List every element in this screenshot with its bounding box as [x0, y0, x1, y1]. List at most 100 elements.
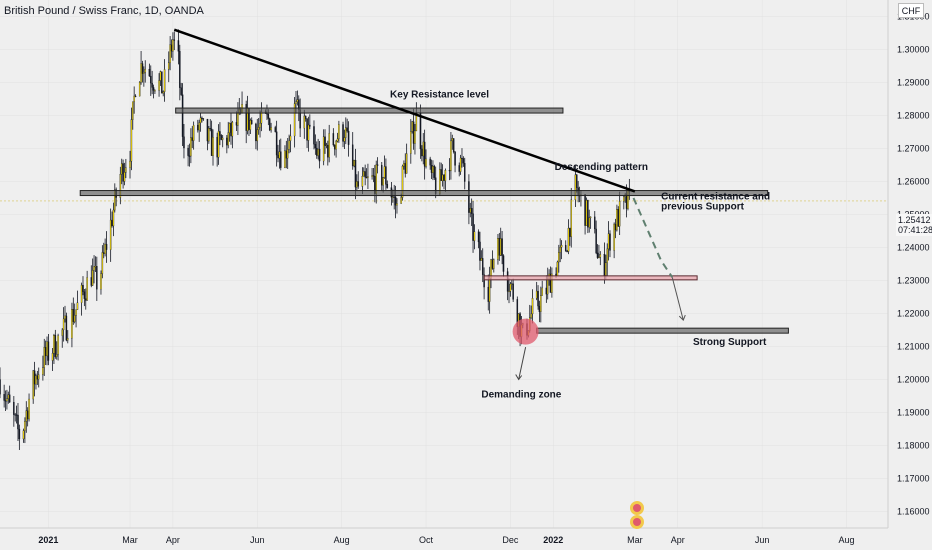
candle-body — [169, 44, 171, 63]
candle-body — [479, 241, 481, 261]
y-tick-label: 1.22000 — [897, 309, 930, 319]
y-tick-label: 1.20000 — [897, 375, 930, 385]
candle-body — [430, 165, 433, 173]
annotation-label: Key Resistance level — [390, 89, 489, 100]
current-resistance-box — [79, 190, 769, 197]
candle-body — [322, 136, 325, 162]
strong-support-box — [536, 327, 789, 334]
candle-body — [93, 266, 95, 271]
candle-body — [73, 315, 76, 322]
candle-body — [414, 130, 416, 144]
candle-body — [540, 295, 542, 312]
candle-body — [255, 123, 257, 142]
candle-body — [8, 394, 11, 403]
candle-body — [488, 277, 491, 302]
candle-body — [285, 150, 288, 159]
candle-body — [102, 252, 105, 254]
candle-body — [65, 315, 68, 341]
candle-body — [441, 174, 444, 181]
candle-body — [237, 112, 239, 126]
candle-body — [338, 124, 340, 140]
y-tick-label: 1.27000 — [897, 144, 930, 154]
candle-body — [18, 428, 21, 440]
candle-body — [509, 283, 512, 292]
candle-body — [274, 127, 277, 132]
candle-body — [410, 130, 412, 154]
candle-body — [122, 163, 124, 182]
candle-body — [177, 40, 180, 52]
event-markers[interactable] — [628, 500, 648, 530]
candle-body — [278, 151, 281, 159]
candle-body — [187, 147, 189, 156]
candle-body — [119, 174, 122, 198]
candle-body — [480, 258, 483, 261]
candle-body — [433, 166, 436, 178]
candle-body — [567, 228, 570, 252]
candle-body — [401, 165, 404, 198]
candle-body — [336, 138, 339, 142]
candle-body — [560, 245, 563, 248]
candle-body — [468, 181, 470, 213]
candle-body — [206, 119, 209, 142]
key-resistance-box — [175, 107, 564, 114]
candle-body — [26, 410, 29, 420]
candle-body — [221, 137, 224, 140]
y-tick-label: 1.19000 — [897, 408, 930, 418]
x-tick-label: Aug — [334, 535, 350, 545]
candle-body — [42, 367, 44, 375]
candle-body — [614, 223, 617, 231]
candle-body — [179, 51, 181, 88]
candle-body — [170, 44, 173, 52]
candle-body — [549, 273, 552, 293]
candle-body — [363, 171, 365, 177]
candle-body — [574, 174, 577, 200]
y-tick-label: 1.16000 — [897, 507, 930, 517]
candle-body — [385, 166, 387, 185]
candle-body — [284, 150, 286, 168]
candle-body — [134, 95, 137, 97]
candle-body — [13, 402, 15, 415]
candle-body — [111, 219, 113, 227]
candle-body — [412, 121, 415, 144]
candle-body — [268, 118, 271, 131]
candle-body — [469, 208, 472, 213]
candle-body — [346, 127, 348, 132]
descending-trendline — [173, 28, 636, 193]
candle-body — [530, 313, 532, 318]
candle-body — [249, 120, 252, 130]
candle-body — [96, 266, 98, 290]
x-tick-label: Mar — [122, 535, 138, 545]
candle-body — [228, 123, 231, 133]
candle-body — [451, 138, 454, 142]
candle-body — [141, 63, 144, 74]
candle-body — [161, 71, 163, 94]
candle-body — [245, 104, 247, 131]
candle-body — [616, 209, 618, 231]
candle-body — [138, 82, 141, 97]
candle-body — [172, 39, 174, 52]
candle-body — [396, 203, 398, 206]
candle-body — [607, 233, 610, 250]
candle-body — [403, 163, 405, 167]
candle-body — [17, 414, 19, 430]
candle-body — [217, 131, 220, 158]
candle-body — [143, 72, 145, 74]
candle-body — [313, 126, 315, 145]
currency-button[interactable]: CHF — [898, 3, 924, 18]
candle-body — [508, 290, 510, 293]
candle-body — [364, 171, 366, 178]
candle-body — [75, 309, 77, 316]
candle-body — [613, 223, 615, 251]
candle-body — [566, 251, 568, 253]
candle-body — [502, 255, 505, 272]
candle-body — [405, 153, 408, 174]
candle-body — [559, 247, 561, 253]
candle-body — [425, 158, 427, 167]
annotation-label: Current resistance and — [661, 192, 770, 203]
y-tick-label: 1.30000 — [897, 45, 930, 55]
candle-body — [618, 201, 621, 227]
candle-body — [376, 164, 379, 166]
candle-body — [33, 370, 36, 385]
candle-body — [315, 147, 318, 156]
